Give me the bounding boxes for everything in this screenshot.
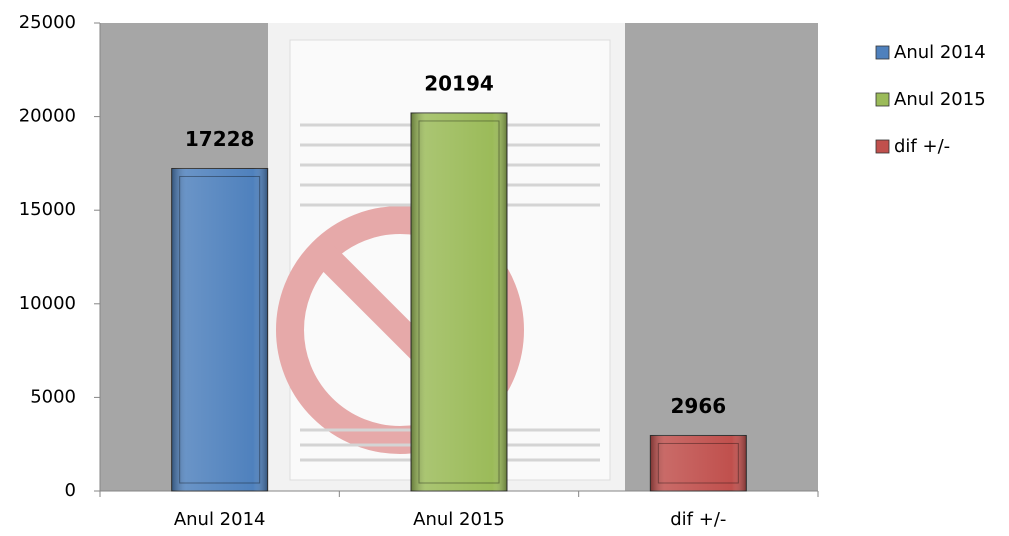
value-label: 2966 [670, 394, 726, 418]
legend-label: Anul 2014 [894, 42, 986, 63]
legend-swatch [876, 46, 889, 59]
y-tick-label: 15000 [19, 199, 76, 220]
y-tick-label: 5000 [30, 386, 76, 407]
legend-swatch [876, 140, 889, 153]
y-tick-label: 0 [65, 480, 76, 501]
legend-label: dif +/- [894, 136, 950, 157]
chart: 0 5000 10000 15000 20000 25000 Anul 2014 17228 A… [0, 0, 1009, 536]
x-tick-label: Anul 2014 [174, 509, 266, 530]
legend-label: Anul 2015 [894, 89, 986, 110]
bar-bevel [411, 113, 507, 491]
bar-bevel [172, 168, 268, 491]
y-tick-label: 20000 [19, 106, 76, 127]
y-tick-label: 25000 [19, 12, 76, 33]
x-tick-label: Anul 2015 [413, 509, 505, 530]
value-label: 17228 [185, 127, 255, 151]
x-tick-label: dif +/- [670, 509, 726, 530]
y-tick-label: 10000 [19, 293, 76, 314]
value-label: 20194 [424, 71, 494, 95]
legend-swatch [876, 93, 889, 106]
